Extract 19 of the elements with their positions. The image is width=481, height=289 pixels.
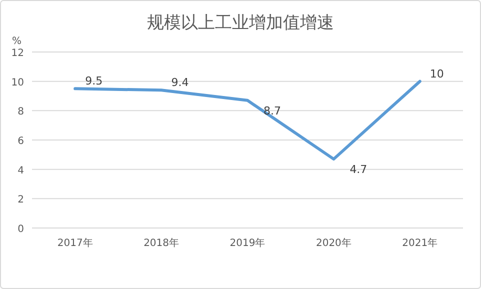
x-tick-label: 2021年 [402,237,438,249]
data-label: 9.5 [85,74,103,88]
y-tick-label: 8 [18,106,24,118]
y-tick-label: 12 [11,48,24,59]
y-axis-title: % [12,36,22,47]
x-tick-label: 2019年 [230,237,266,249]
y-tick-label: 2 [18,194,24,206]
data-label: 10 [430,67,444,80]
data-label: 9.4 [171,76,189,90]
chart-title: 规模以上工业增加值增速 [147,13,334,33]
x-tick-label: 2018年 [144,237,180,249]
x-tick-label: 2020年 [316,237,352,249]
y-tick-label: 4 [18,165,24,176]
data-label: 8.7 [264,104,281,118]
data-label: 4.7 [350,163,368,176]
y-tick-label: 6 [18,136,24,147]
x-tick-label: 2017年 [57,237,93,249]
y-tick-label: 10 [11,77,24,88]
y-tick-label: 0 [18,224,24,235]
